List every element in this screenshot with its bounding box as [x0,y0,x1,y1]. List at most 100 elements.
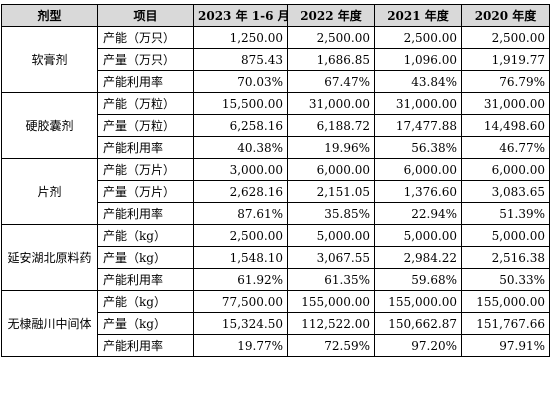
value-cell: 151,767.66 [461,312,550,335]
value-cell: 31,000.00 [374,92,462,115]
value-cell: 76.79% [461,70,550,93]
metric-label-cell: 产能利用率 [97,70,194,93]
value-cell: 1,250.00 [193,26,288,49]
table-header-row: 剂型 项目 2023 年 1-6 月 2022 年度 2021 年度 2020 … [1,4,550,27]
value-cell: 3,083.65 [461,180,550,203]
dosage-form-cell: 软膏剂 [1,26,98,93]
table-row: 产量（万只） 875.43 1,686.85 1,096.00 1,919.77 [2,48,550,71]
value-cell: 22.94% [374,202,462,225]
metric-label-cell: 产能利用率 [97,334,194,357]
value-cell: 6,188.72 [287,114,375,137]
value-cell: 3,000.00 [193,158,288,181]
value-cell: 70.03% [193,70,288,93]
value-cell: 15,324.50 [193,312,288,335]
metric-label-cell: 产能利用率 [97,268,194,291]
value-cell: 19.96% [287,136,375,159]
table-row: 产量（万粒） 6,258.16 6,188.72 17,477.88 14,498.60 [2,114,550,137]
dosage-form-cell: 硬胶囊剂 [1,92,98,159]
value-cell: 97.20% [374,334,462,357]
value-cell: 6,000.00 [374,158,462,181]
value-cell: 46.77% [461,136,550,159]
table-body: 软膏剂 产能（万只） 1,250.00 2,500.00 2,500.00 2,500.0… [1,26,550,357]
value-cell: 150,662.87 [374,312,462,335]
metric-label-cell: 产能（kg） [97,224,194,247]
column-header: 剂型 [1,4,98,27]
metric-label-cell: 产能（万片） [97,158,194,181]
value-cell: 6,258.16 [193,114,288,137]
value-cell: 97.91% [461,334,550,357]
value-cell: 31,000.00 [287,92,375,115]
value-cell: 6,000.00 [461,158,550,181]
value-cell: 61.35% [287,268,375,291]
column-header: 2021 年度 [374,4,462,27]
column-header: 2022 年度 [287,4,375,27]
value-cell: 1,376.60 [374,180,462,203]
value-cell: 112,522.00 [287,312,375,335]
table-row: 无棣融川中间体 产能（kg） 77,500.00 155,000.00 155,000.… [1,290,550,357]
value-cell: 2,628.16 [193,180,288,203]
table-row: 片剂 产能（万片） 3,000.00 6,000.00 6,000.00 6,000.00 [1,158,550,225]
table-row: 产能利用率 40.38% 19.96% 56.38% 46.77% [2,136,550,159]
value-cell: 17,477.88 [374,114,462,137]
dosage-form-cell: 无棣融川中间体 [1,290,98,357]
value-cell: 56.38% [374,136,462,159]
capacity-table: 剂型 项目 2023 年 1-6 月 2022 年度 2021 年度 2020 … [1,4,550,357]
table-row: 延安湖北原料药 产能（kg） 2,500.00 5,000.00 5,000.00 5,0… [1,224,550,291]
value-cell: 43.84% [374,70,462,93]
value-cell: 2,500.00 [193,224,288,247]
value-cell: 2,500.00 [287,26,375,49]
value-cell: 155,000.00 [374,290,462,313]
value-cell: 2,500.00 [461,26,550,49]
value-cell: 3,067.55 [287,246,375,269]
column-header: 2023 年 1-6 月 [193,4,288,27]
value-cell: 5,000.00 [374,224,462,247]
table-row: 软膏剂 产能（万只） 1,250.00 2,500.00 2,500.00 2,500.0… [1,26,550,93]
value-cell: 77,500.00 [193,290,288,313]
dosage-form-cell: 延安湖北原料药 [1,224,98,291]
metric-label-cell: 产能（kg） [97,290,194,313]
column-header: 项目 [97,4,194,27]
value-cell: 35.85% [287,202,375,225]
value-cell: 14,498.60 [461,114,550,137]
value-cell: 2,151.05 [287,180,375,203]
value-cell: 2,984.22 [374,246,462,269]
value-cell: 155,000.00 [461,290,550,313]
metric-label-cell: 产量（万只） [97,48,194,71]
table-row: 产能利用率 19.77% 72.59% 97.20% 97.91% [2,334,550,357]
column-header: 2020 年度 [461,4,550,27]
value-cell: 1,686.85 [287,48,375,71]
value-cell: 31,000.00 [461,92,550,115]
value-cell: 2,500.00 [374,26,462,49]
value-cell: 2,516.38 [461,246,550,269]
value-cell: 1,096.00 [374,48,462,71]
metric-label-cell: 产能（万只） [97,26,194,49]
table-row: 产能利用率 61.92% 61.35% 59.68% 50.33% [2,268,550,291]
value-cell: 50.33% [461,268,550,291]
value-cell: 1,548.10 [193,246,288,269]
value-cell: 5,000.00 [461,224,550,247]
metric-label-cell: 产量（kg） [97,246,194,269]
metric-label-cell: 产量（万片） [97,180,194,203]
metric-label-cell: 产能（万粒） [97,92,194,115]
value-cell: 5,000.00 [287,224,375,247]
value-cell: 72.59% [287,334,375,357]
value-cell: 59.68% [374,268,462,291]
value-cell: 67.47% [287,70,375,93]
value-cell: 1,919.77 [461,48,550,71]
value-cell: 87.61% [193,202,288,225]
value-cell: 19.77% [193,334,288,357]
metric-label-cell: 产能利用率 [97,202,194,225]
value-cell: 61.92% [193,268,288,291]
metric-label-cell: 产能利用率 [97,136,194,159]
metric-label-cell: 产量（kg） [97,312,194,335]
value-cell: 6,000.00 [287,158,375,181]
table-row: 产量（万片） 2,628.16 2,151.05 1,376.60 3,083.65 [2,180,550,203]
value-cell: 40.38% [193,136,288,159]
metric-label-cell: 产量（万粒） [97,114,194,137]
dosage-form-cell: 片剂 [1,158,98,225]
table-row: 硬胶囊剂 产能（万粒） 15,500.00 31,000.00 31,000.00 31,… [1,92,550,159]
value-cell: 155,000.00 [287,290,375,313]
value-cell: 51.39% [461,202,550,225]
value-cell: 15,500.00 [193,92,288,115]
value-cell: 875.43 [193,48,288,71]
